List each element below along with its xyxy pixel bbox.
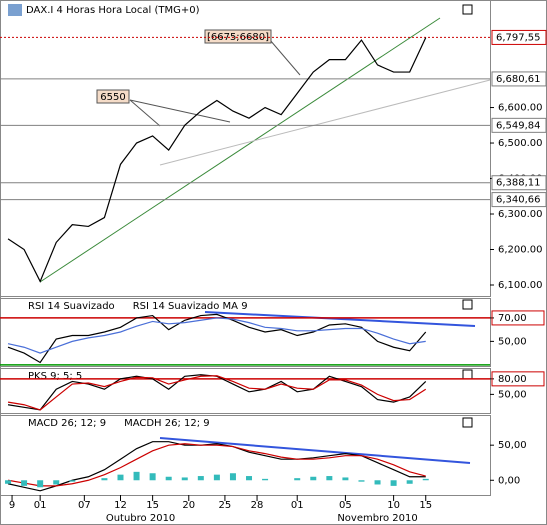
y-tick-label: 70,00 bbox=[498, 313, 527, 324]
histogram-bar bbox=[101, 478, 108, 481]
level-label: 6,797,55 bbox=[496, 32, 541, 43]
annotation-leader bbox=[269, 39, 301, 76]
histogram-bar bbox=[69, 480, 76, 482]
histogram-bar bbox=[53, 480, 60, 485]
maximize-button[interactable] bbox=[462, 4, 473, 15]
annotation-leader bbox=[129, 99, 161, 127]
panel-frame bbox=[0, 298, 491, 367]
x-month-label: Novembro 2010 bbox=[337, 513, 417, 524]
level-label: 6,549,84 bbox=[496, 120, 541, 131]
y-tick-label: 6,100.00 bbox=[498, 280, 543, 291]
indicator-line bbox=[7, 375, 427, 411]
histogram-bar bbox=[262, 478, 269, 481]
histogram-bar bbox=[21, 480, 28, 486]
histogram-bar bbox=[165, 476, 172, 481]
x-tick-label: 9 bbox=[9, 500, 15, 511]
x-tick-label: 01 bbox=[34, 500, 47, 511]
y-tick-label: 6,500.00 bbox=[498, 138, 543, 149]
legend-entry: MACDH 26; 12; 9 bbox=[124, 418, 210, 429]
histogram-bar bbox=[246, 476, 253, 481]
level-box bbox=[491, 371, 545, 387]
histogram-bar bbox=[133, 471, 140, 481]
maximize-button[interactable] bbox=[462, 417, 473, 428]
level-box bbox=[491, 310, 545, 326]
indicator-line bbox=[7, 313, 427, 364]
histogram-bar bbox=[358, 480, 365, 482]
cfd-icon bbox=[8, 4, 22, 16]
level-box bbox=[491, 175, 547, 191]
level-label: 6,340,66 bbox=[496, 195, 541, 206]
x-tick-label: 12 bbox=[114, 500, 127, 511]
indicator-line bbox=[7, 443, 426, 487]
y-tick-label: 6,200.00 bbox=[498, 245, 543, 256]
x-tick-label: 15 bbox=[419, 500, 432, 511]
histogram-bar bbox=[181, 477, 188, 481]
y-tick-label: 50,00 bbox=[498, 389, 527, 400]
annotation-leader bbox=[129, 99, 231, 123]
histogram-bar bbox=[5, 480, 12, 484]
level-label: 6,388,11 bbox=[496, 178, 541, 189]
legend-entry: MACD 26; 12; 9 bbox=[28, 418, 106, 429]
trend-line bbox=[39, 17, 441, 283]
chart-title: DAX.I 4 Horas Hora Local (TMG+0) bbox=[26, 5, 200, 16]
indicator-line bbox=[7, 441, 426, 492]
panel-frame bbox=[0, 415, 491, 496]
x-tick-label: 28 bbox=[251, 500, 264, 511]
level-label: 6,680,61 bbox=[496, 74, 541, 85]
x-tick-label: 20 bbox=[182, 500, 195, 511]
y-tick-label: 6,300.00 bbox=[498, 209, 543, 220]
annotation-box bbox=[96, 89, 130, 104]
histogram-bar bbox=[374, 480, 381, 485]
annotation: 6550 bbox=[100, 92, 125, 103]
histogram-bar bbox=[390, 480, 397, 486]
x-tick-label: 05 bbox=[339, 500, 352, 511]
histogram-bar bbox=[197, 476, 204, 481]
x-tick-label: 10 bbox=[387, 500, 400, 511]
divergence-line bbox=[159, 437, 471, 464]
histogram-bar bbox=[37, 480, 44, 488]
histogram-bar bbox=[310, 476, 317, 481]
price-line bbox=[7, 37, 427, 283]
panel-frame bbox=[0, 0, 491, 297]
y-tick-label: 0,00 bbox=[498, 475, 520, 486]
x-month-label: Outubro 2010 bbox=[106, 513, 175, 524]
level-box bbox=[491, 71, 547, 87]
level-box bbox=[491, 29, 547, 45]
legend-entry: RSI 14 Suavizado MA 9 bbox=[133, 301, 248, 312]
panel-title: PKS 9; 5; 5 bbox=[28, 371, 82, 382]
x-tick-label: 07 bbox=[78, 500, 91, 511]
annotation: [6675;6680] bbox=[207, 32, 269, 43]
y-tick-label: 6,600.00 bbox=[498, 103, 543, 114]
histogram-bar bbox=[326, 476, 333, 481]
level-box bbox=[491, 192, 547, 208]
indicator-line bbox=[7, 317, 426, 354]
y-tick-label: 50,00 bbox=[498, 440, 527, 451]
legend-entry: RSI 14 Suavizado bbox=[28, 301, 115, 312]
histogram-bar bbox=[117, 474, 124, 481]
annotation-box bbox=[204, 29, 272, 44]
panel-frame bbox=[0, 368, 491, 414]
y-tick-label: 50,00 bbox=[498, 336, 527, 347]
histogram-bar bbox=[422, 478, 429, 481]
histogram-bar bbox=[342, 477, 349, 481]
histogram-bar bbox=[229, 473, 236, 481]
trend-line bbox=[159, 79, 491, 166]
x-tick-label: 25 bbox=[219, 500, 232, 511]
level-box bbox=[491, 117, 547, 133]
histogram-bar bbox=[213, 474, 220, 481]
x-tick-label: 15 bbox=[146, 500, 159, 511]
maximize-button[interactable] bbox=[462, 299, 473, 310]
y-tick-label: 80,00 bbox=[498, 374, 527, 385]
histogram-bar bbox=[149, 473, 156, 481]
divergence-line bbox=[204, 311, 476, 327]
x-tick-label: 01 bbox=[291, 500, 304, 511]
maximize-button[interactable] bbox=[462, 369, 473, 380]
histogram-bar bbox=[294, 478, 301, 481]
histogram-bar bbox=[406, 480, 413, 484]
